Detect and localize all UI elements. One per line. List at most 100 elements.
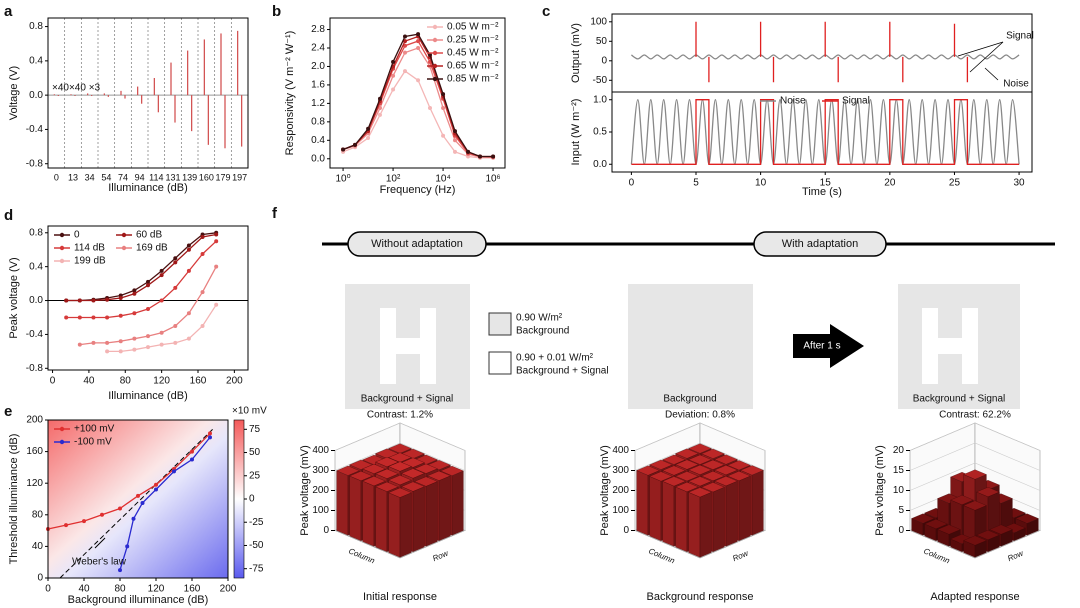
data-point xyxy=(366,136,371,140)
bar-top xyxy=(427,460,451,470)
legend-marker xyxy=(59,258,65,264)
arrow xyxy=(793,324,864,368)
data-point xyxy=(186,243,191,248)
bar-top xyxy=(976,487,1000,497)
bar-top xyxy=(688,476,712,487)
data-point xyxy=(146,334,150,339)
data-point xyxy=(208,431,212,436)
data-point xyxy=(441,133,446,138)
bar-top xyxy=(924,519,948,529)
data-point xyxy=(132,291,137,296)
data-line xyxy=(119,436,211,571)
panel-label: f xyxy=(272,205,278,222)
data-point xyxy=(416,39,421,44)
data-point xyxy=(190,449,194,454)
legend-marker xyxy=(432,37,438,43)
caption: Adapted response xyxy=(930,591,1019,603)
y-tick-label: 0.4 xyxy=(29,261,43,272)
bar-top xyxy=(375,457,399,467)
data-point xyxy=(118,313,123,318)
x-axis-label: Column xyxy=(647,546,676,565)
legend-label: 0.05 W m⁻² xyxy=(447,22,499,33)
data-point xyxy=(200,251,205,256)
bar-top xyxy=(349,471,373,481)
annotation: Deviation: 0.8% xyxy=(665,410,735,421)
x-tick-label: 0 xyxy=(45,584,51,595)
legend-marker xyxy=(432,76,438,82)
data-point xyxy=(105,315,110,320)
bar-face xyxy=(662,481,675,547)
y-tick-label: 0.0 xyxy=(29,295,43,306)
y-axis-label: Responsivity (V m⁻² W⁻¹) xyxy=(284,31,296,156)
data-point xyxy=(146,283,150,288)
bar-top xyxy=(401,457,425,468)
bar-top xyxy=(950,534,974,544)
x-axis-label: Time (s) xyxy=(802,186,842,198)
z-tick-label: 5 xyxy=(898,505,904,516)
bar-face xyxy=(649,476,662,542)
reference-line xyxy=(59,427,215,579)
x-axis-label: Illuminance (dB) xyxy=(108,390,187,402)
colorbar-tick-label: 50 xyxy=(249,447,261,458)
bar-top xyxy=(740,465,764,476)
bar-top xyxy=(414,463,438,474)
data-point xyxy=(159,273,164,278)
data-point xyxy=(82,519,86,524)
x-axis-label: Column xyxy=(922,546,951,565)
data-point xyxy=(428,52,432,57)
bar xyxy=(388,487,412,558)
annotation: Signal xyxy=(1006,31,1034,42)
bar-face xyxy=(699,492,712,558)
z-axis-label: Peak voltage (mV) xyxy=(874,445,886,535)
y-axis-label: Input (W m⁻²) xyxy=(570,99,582,166)
bar-face xyxy=(425,481,438,547)
data-point xyxy=(77,342,82,347)
colorbar-tick-label: 75 xyxy=(249,424,261,435)
bar-top xyxy=(701,471,725,481)
x-tick-label: 131 xyxy=(165,172,180,182)
bar-face xyxy=(399,492,412,558)
legend-marker xyxy=(59,439,65,445)
bar-face xyxy=(688,492,701,558)
grid-line xyxy=(909,442,1041,471)
grid-line xyxy=(334,442,466,471)
bar-top xyxy=(714,454,738,465)
data-point xyxy=(378,112,382,117)
bar-top xyxy=(662,454,686,465)
y-tick-label: 160 xyxy=(26,446,43,457)
stage-label: With adaptation xyxy=(782,238,858,250)
x-tick-label: 80 xyxy=(114,584,126,595)
data-point xyxy=(132,336,137,341)
bar-face xyxy=(451,470,464,536)
bar xyxy=(688,487,712,558)
annotation: Contrast: 62.2% xyxy=(939,410,1011,421)
data-point xyxy=(416,32,421,37)
bar-top xyxy=(388,461,412,472)
legend-label: 114 dB xyxy=(74,243,105,254)
bar-top xyxy=(401,481,425,492)
data-line xyxy=(66,233,217,302)
y-tick-label: 80 xyxy=(32,509,44,520)
data-point xyxy=(136,493,140,498)
legend-label: 60 dB xyxy=(136,230,162,241)
legend-marker xyxy=(432,50,438,56)
panel-label: c xyxy=(542,3,550,20)
x-tick-label: 200 xyxy=(226,376,243,387)
bar-top xyxy=(375,468,399,479)
bar-face xyxy=(336,470,349,536)
bar-top xyxy=(963,535,987,546)
data-point xyxy=(391,87,396,92)
stage-box xyxy=(753,231,887,257)
legend-label: 199 dB xyxy=(74,256,106,267)
data-point xyxy=(159,298,164,303)
y-tick-label: -0.4 xyxy=(26,124,44,135)
data-point xyxy=(200,235,205,240)
bar-top xyxy=(649,471,673,482)
data-point xyxy=(154,487,158,492)
panel-label: a xyxy=(4,3,13,20)
bar-top xyxy=(727,460,751,471)
bar-top xyxy=(675,448,699,459)
data-line xyxy=(631,99,1020,165)
legend-label: 0.25 W m⁻² xyxy=(447,35,499,46)
data-point xyxy=(428,106,432,110)
